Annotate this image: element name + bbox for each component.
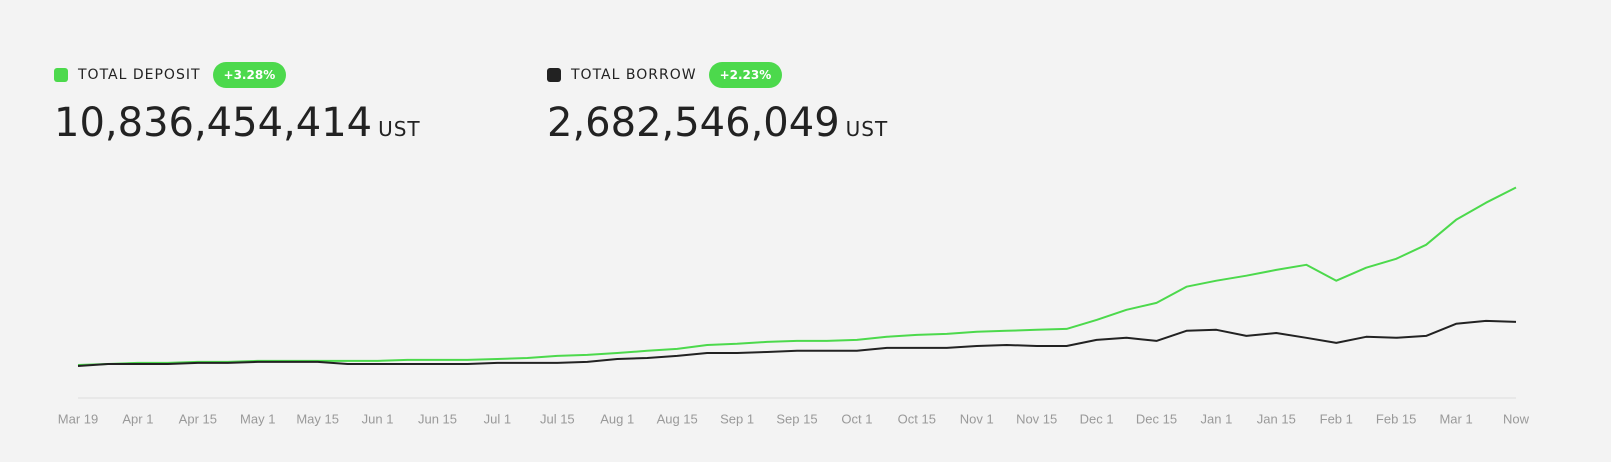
x-tick-label: Feb 15: [1376, 411, 1416, 426]
x-tick-label: Sep 15: [776, 411, 817, 426]
legend-swatch: [547, 68, 561, 82]
x-tick-label: Apr 1: [122, 411, 153, 426]
x-tick-label: Oct 15: [898, 411, 936, 426]
x-tick-label: Jan 15: [1257, 411, 1296, 426]
legend-label: TOTAL BORROW: [571, 67, 697, 83]
x-tick-label: Dec 1: [1080, 411, 1114, 426]
unit: UST: [378, 117, 421, 141]
series-line: [77, 186, 1517, 366]
legend-entry: TOTAL BORROW +2.23%: [547, 60, 888, 90]
x-tick-label: Nov 1: [960, 411, 994, 426]
x-tick-label: Sep 1: [720, 411, 754, 426]
legend-swatch: [54, 68, 68, 82]
series-line: [77, 319, 1517, 367]
x-tick-label: Jul 15: [540, 411, 575, 426]
x-tick-label: Now: [1503, 411, 1530, 426]
x-tick-label: Apr 15: [179, 411, 217, 426]
x-tick-label: Aug 1: [600, 411, 634, 426]
change-badge: +2.23%: [708, 62, 783, 88]
x-tick-label: Jan 1: [1201, 411, 1233, 426]
unit: UST: [845, 117, 889, 141]
x-tick-label: Dec 15: [1136, 411, 1177, 426]
deposit-stat: TOTAL DEPOSIT +3.28% 10,836,454,414 UST: [54, 60, 421, 146]
x-tick-label: May 15: [296, 411, 339, 426]
borrow-stat: TOTAL BORROW +2.23% 2,682,546,049 UST: [547, 60, 888, 146]
x-tick-label: Nov 15: [1016, 411, 1057, 426]
change-badge: +3.28%: [212, 62, 287, 88]
total-row: 2,682,546,049 UST: [547, 100, 888, 146]
x-tick-label: Mar 1: [1439, 411, 1472, 426]
x-tick-label: Jul 1: [484, 411, 511, 426]
total-value: 2,682,546,049: [547, 100, 840, 146]
x-tick-label: Feb 1: [1320, 411, 1353, 426]
legend-label: TOTAL DEPOSIT: [78, 67, 201, 83]
total-value: 10,836,454,414: [54, 100, 373, 146]
x-tick-label: Jun 1: [362, 411, 394, 426]
x-tick-label: Mar 19: [58, 411, 98, 426]
x-tick-label: Oct 1: [841, 411, 872, 426]
total-row: 10,836,454,414 UST: [54, 100, 421, 146]
x-tick-label: Aug 15: [657, 411, 698, 426]
legend-entry: TOTAL DEPOSIT +3.28%: [54, 60, 421, 90]
x-tick-label: May 1: [240, 411, 275, 426]
x-tick-label: Jun 15: [418, 411, 457, 426]
